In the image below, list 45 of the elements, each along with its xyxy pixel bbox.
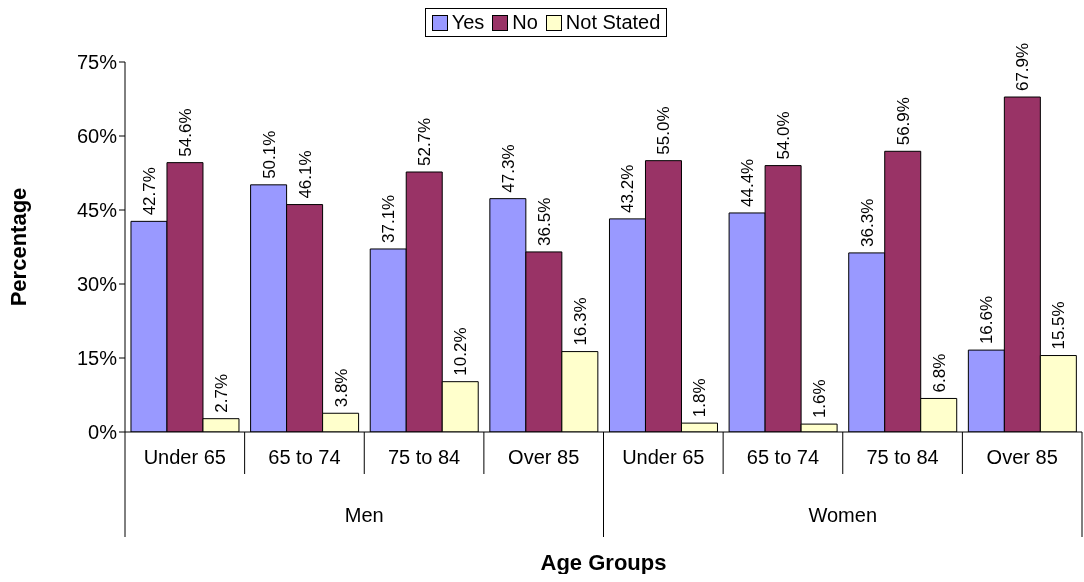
data-label: 47.3% (498, 144, 518, 193)
data-label: 52.7% (415, 117, 435, 167)
data-label: 44.4% (738, 158, 758, 207)
x-tick-label: Under 65 (622, 446, 705, 468)
data-label: 54.6% (175, 108, 195, 157)
text: Women (807, 504, 878, 527)
x-tick-label: Under 65 (143, 446, 226, 468)
data-label: 43.2% (618, 164, 638, 213)
x-tick-label: Over 85 (508, 446, 580, 468)
data-label: 54.0% (774, 111, 794, 160)
data-label: 67.9% (1013, 42, 1033, 92)
data-label: 1.6% (810, 379, 830, 419)
y-tick-label: 30% (76, 273, 118, 296)
data-label: 6.8% (929, 353, 949, 393)
legend-label: No (511, 11, 538, 34)
y-tick-label: 15% (76, 347, 118, 370)
x-axis-title: Age Groups (540, 550, 667, 575)
data-label: 2.7% (211, 373, 231, 413)
y-tick-label: 45% (76, 199, 118, 222)
data-label: 10.2% (451, 327, 471, 376)
data-label: 3.8% (331, 368, 351, 408)
y-tick-label: 75% (76, 51, 118, 74)
y-tick-label: 60% (76, 125, 118, 148)
data-label: 36.5% (534, 197, 554, 246)
x-tick-label: 65 to 74 (268, 446, 341, 468)
data-label: 16.6% (977, 295, 997, 345)
x-tick-label: 65 to 74 (746, 446, 820, 468)
data-label: 46.1% (295, 150, 315, 199)
y-axis-title: Percentage (5, 187, 31, 307)
data-label: 50.1% (259, 130, 279, 179)
legend-label: Not Stated (564, 11, 661, 34)
data-label: 37.1% (379, 194, 399, 243)
data-label: 56.9% (893, 97, 913, 146)
y-tick-label: 0% (88, 421, 118, 444)
x-tick-label: 75 to 84 (387, 446, 461, 468)
data-label: 16.3% (570, 297, 590, 346)
legend-label: Yes (450, 11, 485, 34)
data-label: 42.7% (139, 167, 159, 216)
data-label: 36.3% (857, 198, 877, 247)
data-label: 1.8% (690, 378, 710, 418)
x-tick-label: 75 to 84 (866, 446, 939, 468)
x-tick-label: Over 85 (986, 446, 1058, 468)
data-label: 15.5% (1049, 301, 1069, 350)
text: Men (343, 504, 385, 527)
data-label: 55.0% (654, 106, 674, 155)
